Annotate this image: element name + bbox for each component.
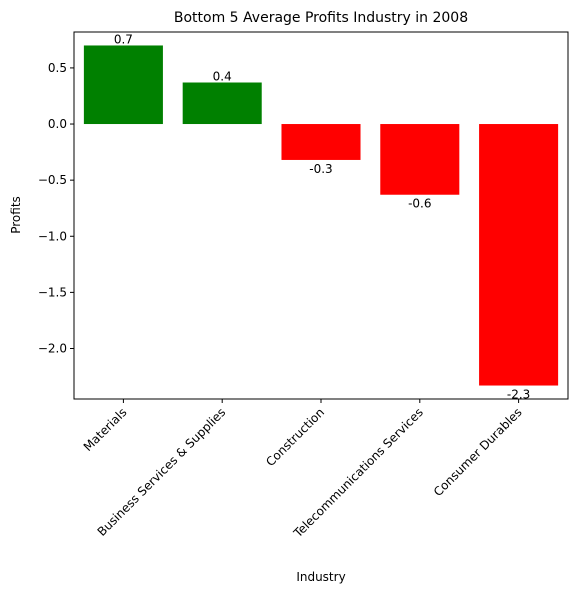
x-axis-label: Industry — [296, 570, 345, 584]
value-labels-layer: 0.7 0.4 -0.3 -0.6 -2.3 — [114, 32, 530, 401]
y-tick-label-2: −0.5 — [38, 173, 67, 187]
bar-0 — [83, 45, 163, 125]
chart-title: Bottom 5 Average Profits Industry in 200… — [174, 10, 468, 26]
bar-value-label-2: -0.3 — [309, 162, 332, 176]
bar-2 — [281, 124, 361, 160]
bar-value-label-3: -0.6 — [408, 197, 431, 211]
x-tick-label-2: Construction — [263, 405, 327, 469]
x-tick-label-0: Materials — [81, 405, 130, 454]
y-tick-label-3: −1.0 — [38, 229, 67, 243]
y-tick-label-0: 0.5 — [48, 61, 67, 75]
y-tick-label-1: 0.0 — [48, 117, 67, 131]
y-axis: 0.5 0.0 −0.5 −1.0 −1.5 −2.0 — [38, 61, 74, 355]
bars-layer — [83, 45, 559, 386]
bar-4 — [479, 124, 559, 386]
y-tick-label-4: −1.5 — [38, 285, 67, 299]
bar-3 — [380, 124, 460, 195]
bar-value-label-0: 0.7 — [114, 32, 133, 46]
x-tick-label-4: Consumer Durables — [431, 405, 525, 499]
bar-value-label-4: -2.3 — [507, 388, 530, 402]
bar-value-label-1: 0.4 — [213, 70, 232, 84]
y-tick-label-5: −2.0 — [38, 341, 67, 355]
y-axis-label: Profits — [9, 196, 23, 234]
bar-1 — [182, 82, 262, 125]
